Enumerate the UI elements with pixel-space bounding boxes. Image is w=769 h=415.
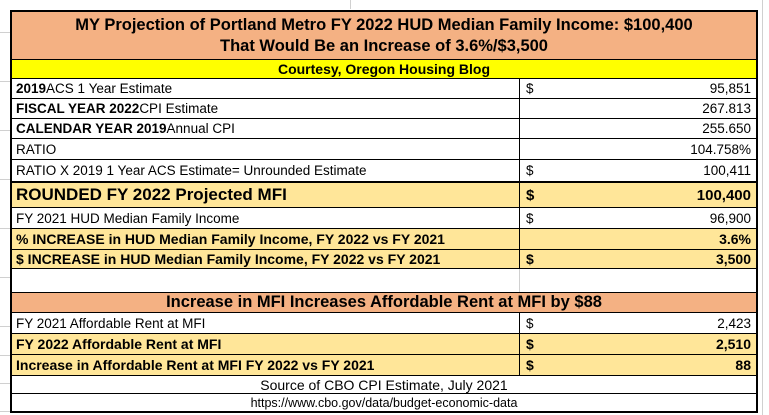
- label-text: RATIO: [16, 141, 57, 157]
- label-bold: % INCREASE in HUD Median Family Income, …: [16, 231, 445, 247]
- value-number: 96,900: [709, 210, 751, 226]
- currency-symbol: $: [526, 315, 534, 331]
- label-text: FY 2021 HUD Median Family Income: [16, 210, 240, 226]
- value-cell[interactable]: 3.6%: [520, 229, 756, 249]
- row-fy2021-affordable-rent: FY 2021 Affordable Rent at MFI $2,423: [12, 313, 756, 334]
- value-cell[interactable]: 104.758%: [520, 139, 756, 159]
- gridline: [350, 0, 351, 9]
- label-cell[interactable]: CALENDAR YEAR 2019 Annual CPI: [12, 119, 520, 138]
- label-bold: FY 2022 Affordable Rent at MFI: [16, 336, 222, 352]
- gridline: [0, 81, 10, 82]
- label-cell[interactable]: Increase in Affordable Rent at MFI FY 20…: [12, 355, 520, 375]
- row-cy2019-annual-cpi: CALENDAR YEAR 2019 Annual CPI 255.650: [12, 119, 756, 139]
- row-affordable-rent-increase: Increase in Affordable Rent at MFI FY 20…: [12, 355, 756, 376]
- label-text: FY 2021 Affordable Rent at MFI: [16, 315, 206, 331]
- footer-source-cell[interactable]: Source of CBO CPI Estimate, July 2021: [12, 376, 756, 394]
- value-cell[interactable]: $100,400: [520, 183, 756, 207]
- value-cell[interactable]: $2,423: [520, 313, 756, 333]
- value-number: 100,400: [696, 186, 751, 204]
- value-number: 104.758%: [690, 141, 751, 157]
- subtitle-cell[interactable]: Courtesy, Oregon Housing Blog: [12, 60, 756, 79]
- value-cell[interactable]: $100,411: [520, 160, 756, 181]
- label-cell[interactable]: % INCREASE in HUD Median Family Income, …: [12, 229, 520, 249]
- section-header-text: Increase in MFI Increases Affordable Ren…: [166, 293, 602, 311]
- gridline: [0, 326, 10, 327]
- value-cell[interactable]: $96,900: [520, 208, 756, 228]
- row-fy2021-hud-mfi: FY 2021 HUD Median Family Income $96,900: [12, 208, 756, 229]
- label-bold: $ INCREASE in HUD Median Family Income, …: [16, 251, 441, 267]
- label-cell[interactable]: RATIO X 2019 1 Year ACS Estimate= Unroun…: [12, 160, 520, 181]
- row-fy2022-affordable-rent: FY 2022 Affordable Rent at MFI $2,510: [12, 334, 756, 355]
- title-cell[interactable]: MY Projection of Portland Metro FY 2022 …: [12, 12, 756, 60]
- label-cell[interactable]: FY 2022 Affordable Rent at MFI: [12, 334, 520, 354]
- label-bold: ROUNDED FY 2022 Projected MFI: [16, 185, 287, 204]
- value-number: 2,423: [717, 315, 751, 331]
- row-pct-increase: % INCREASE in HUD Median Family Income, …: [12, 229, 756, 250]
- gridline: [0, 228, 10, 229]
- title-line-1: MY Projection of Portland Metro FY 2022 …: [75, 15, 693, 34]
- row-fy2022-cpi-estimate: FISCAL YEAR 2022 CPI Estimate 267.813: [12, 99, 756, 119]
- label-text: CPI Estimate: [139, 101, 219, 116]
- value-number: 3,500: [715, 251, 751, 267]
- label-cell[interactable]: 2019 ACS 1 Year Estimate: [12, 79, 520, 98]
- value-cell[interactable]: 255.650: [520, 119, 756, 138]
- gridline: [0, 383, 10, 384]
- label-cell[interactable]: FY 2021 HUD Median Family Income: [12, 208, 520, 228]
- footer-url-cell[interactable]: https://www.cbo.gov/data/budget-economic…: [12, 394, 756, 411]
- value-number: 267.813: [702, 101, 751, 116]
- gridline: [762, 0, 763, 415]
- label-text: Annual CPI: [166, 121, 235, 136]
- gridline: [0, 411, 10, 412]
- label-bold: FISCAL YEAR 2022: [16, 101, 140, 116]
- spacer-row: [12, 269, 756, 293]
- value-number: 100,411: [703, 163, 751, 178]
- label-cell[interactable]: FISCAL YEAR 2022 CPI Estimate: [12, 99, 520, 118]
- gridline: [0, 355, 10, 356]
- value-number: 95,851: [709, 81, 751, 96]
- value-number: 88: [735, 357, 751, 373]
- value-number: 255.650: [702, 121, 751, 136]
- value-cell[interactable]: $3,500: [520, 250, 756, 268]
- currency-symbol: $: [526, 163, 534, 178]
- gridline: [0, 179, 10, 180]
- row-dollar-increase: $ INCREASE in HUD Median Family Income, …: [12, 250, 756, 269]
- row-ratio: RATIO 104.758%: [12, 139, 756, 160]
- currency-symbol: $: [526, 251, 534, 267]
- label-cell[interactable]: FY 2021 Affordable Rent at MFI: [12, 313, 520, 333]
- value-cell[interactable]: 267.813: [520, 99, 756, 118]
- value-number: 3.6%: [719, 231, 751, 247]
- gridline: [0, 277, 10, 278]
- footer-source-text: Source of CBO CPI Estimate, July 2021: [260, 376, 508, 393]
- currency-symbol: $: [526, 81, 534, 96]
- empty-cell[interactable]: [12, 269, 520, 292]
- currency-symbol: $: [526, 210, 534, 226]
- footer-url-text: https://www.cbo.gov/data/budget-economic…: [250, 395, 518, 410]
- gridline: [0, 32, 10, 33]
- label-bold: Increase in Affordable Rent at MFI FY 20…: [16, 357, 375, 373]
- label-text: ACS 1 Year Estimate: [46, 81, 173, 96]
- value-cell[interactable]: $2,510: [520, 334, 756, 354]
- currency-symbol: $: [526, 336, 534, 352]
- label-cell[interactable]: RATIO: [12, 139, 520, 159]
- label-text: RATIO X 2019 1 Year ACS Estimate= Unroun…: [16, 163, 367, 178]
- gridline: [0, 130, 10, 131]
- label-bold: CALENDAR YEAR 2019: [16, 121, 167, 136]
- value-cell[interactable]: $95,851: [520, 79, 756, 98]
- empty-cell[interactable]: [520, 269, 756, 292]
- label-cell[interactable]: $ INCREASE in HUD Median Family Income, …: [12, 250, 520, 268]
- row-2019-acs-estimate: 2019 ACS 1 Year Estimate $95,851: [12, 79, 756, 99]
- title-line-2: That Would Be an Increase of 3.6%/$3,500: [220, 36, 548, 55]
- value-number: 2,510: [715, 336, 751, 352]
- label-cell[interactable]: ROUNDED FY 2022 Projected MFI: [12, 183, 520, 207]
- currency-symbol: $: [526, 186, 535, 204]
- section-header-cell[interactable]: Increase in MFI Increases Affordable Ren…: [12, 293, 756, 313]
- currency-symbol: $: [526, 357, 534, 373]
- row-unrounded-estimate: RATIO X 2019 1 Year ACS Estimate= Unroun…: [12, 160, 756, 182]
- subtitle-text: Courtesy, Oregon Housing Blog: [277, 61, 491, 77]
- row-rounded-fy2022-mfi: ROUNDED FY 2022 Projected MFI $100,400: [12, 182, 756, 208]
- label-bold: 2019: [16, 81, 47, 96]
- value-cell[interactable]: $88: [520, 355, 756, 375]
- mfi-projection-table: MY Projection of Portland Metro FY 2022 …: [10, 10, 758, 413]
